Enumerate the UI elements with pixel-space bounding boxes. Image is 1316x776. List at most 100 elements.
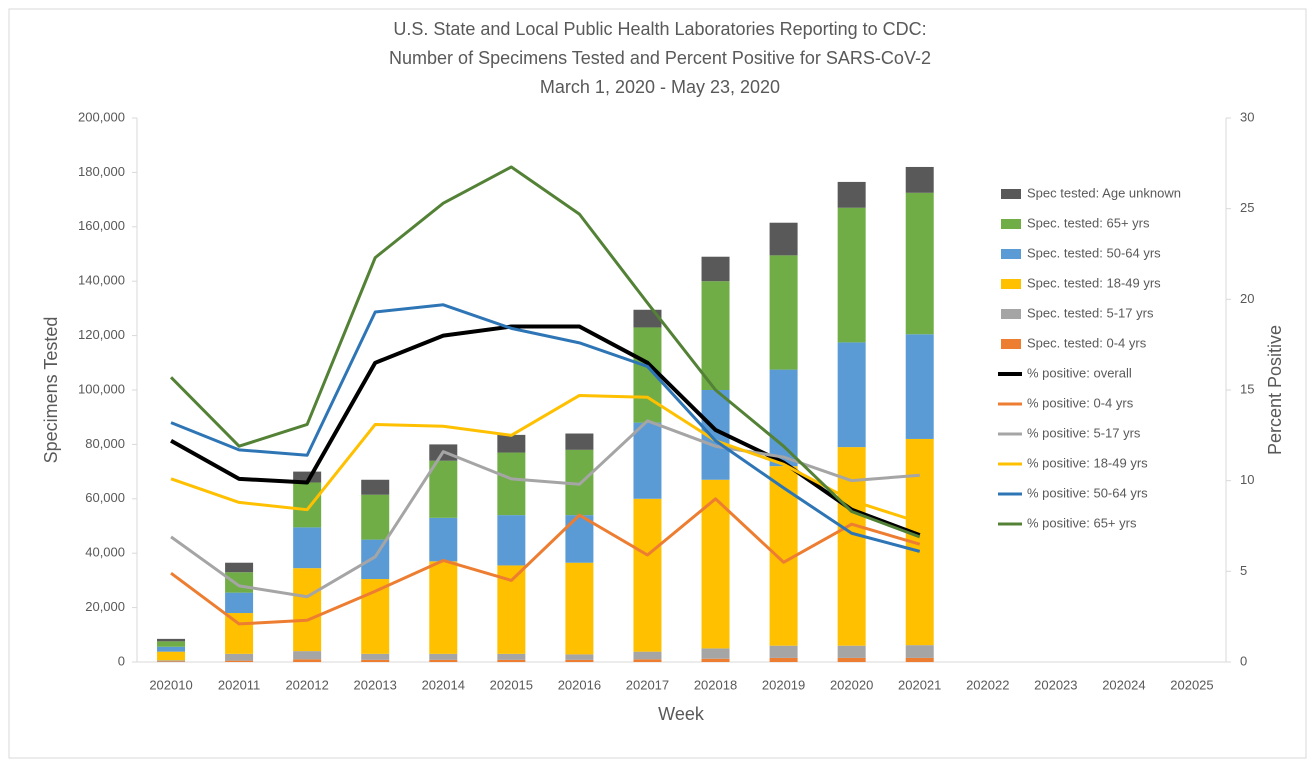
legend-label: % positive: 18-49 yrs: [1027, 455, 1148, 470]
legend-label: Spec tested: Age unknown: [1027, 185, 1181, 200]
bar-segment: [157, 638, 186, 642]
y-axis-label: Specimens Tested: [41, 317, 61, 464]
x-tick-label: 202019: [762, 677, 805, 692]
bar-segment: [225, 592, 254, 614]
bar-segment: [157, 646, 186, 652]
bar-segment: [429, 517, 458, 562]
y2-tick-label: 15: [1240, 381, 1254, 396]
y-tick-label: 60,000: [85, 490, 125, 505]
bar-segment: [361, 659, 390, 662]
bar-segment: [565, 659, 594, 662]
x-tick-label: 202011: [218, 677, 260, 692]
bar-segment: [905, 166, 934, 193]
bar-segment: [497, 659, 526, 662]
legend-swatch: [1001, 249, 1021, 259]
legend-label: Spec. tested: 18-49 yrs: [1027, 275, 1161, 290]
legend-label: % positive: 50-64 yrs: [1027, 485, 1148, 500]
bar-segment: [905, 192, 934, 335]
bar-segment: [225, 572, 254, 593]
bar-segment: [225, 613, 254, 654]
bar-segment: [293, 568, 322, 652]
bar-segment: [157, 641, 186, 647]
y-tick-label: 140,000: [78, 273, 125, 288]
bar-segment: [701, 658, 730, 662]
bar-segment: [701, 648, 730, 659]
bar-segment: [225, 653, 254, 661]
bar-segment: [769, 255, 798, 370]
y2-tick-label: 5: [1240, 563, 1247, 578]
x-tick-label: 202024: [1102, 677, 1145, 692]
legend-label: Spec. tested: 65+ yrs: [1027, 215, 1150, 230]
legend-swatch: [1001, 279, 1021, 289]
bar-segment: [837, 181, 866, 208]
x-tick-label: 202010: [149, 677, 192, 692]
legend-label: Spec. tested: 0-4 yrs: [1027, 335, 1147, 350]
chart-title: March 1, 2020 - May 23, 2020: [540, 77, 780, 97]
x-tick-label: 202013: [354, 677, 397, 692]
bar-segment: [429, 561, 458, 654]
bar-segment: [701, 256, 730, 282]
bar-segment: [361, 539, 390, 580]
y-tick-label: 100,000: [78, 381, 125, 396]
x-tick-label: 202025: [1170, 677, 1213, 692]
x-tick-label: 202021: [898, 677, 941, 692]
bar-segment: [497, 452, 526, 516]
bar-segment: [293, 651, 322, 660]
bar-segment: [429, 460, 458, 518]
bar-segment: [905, 334, 934, 439]
y2-tick-label: 25: [1240, 200, 1254, 215]
bar-segment: [157, 661, 186, 662]
bar-segment: [565, 433, 594, 450]
bar-segment: [497, 653, 526, 660]
line: [170, 497, 921, 626]
chart-title: Number of Specimens Tested and Percent P…: [389, 48, 931, 68]
bar-segment: [293, 482, 322, 528]
legend-label: Spec. tested: 50-64 yrs: [1027, 245, 1161, 260]
x-tick-label: 202016: [558, 677, 601, 692]
bar-segment: [565, 562, 594, 655]
line: [170, 303, 921, 553]
bar-segment: [293, 527, 322, 569]
bar-segment: [769, 645, 798, 658]
bar-segment: [769, 222, 798, 256]
y-tick-label: 40,000: [85, 545, 125, 560]
bar-segment: [225, 660, 254, 662]
legend-label: % positive: overall: [1027, 365, 1132, 380]
x-tick-label: 202018: [694, 677, 737, 692]
x-axis-label: Week: [658, 704, 705, 724]
legend-swatch: [1001, 339, 1021, 349]
x-tick-label: 202015: [490, 677, 533, 692]
y2-tick-label: 10: [1240, 472, 1254, 487]
bar-segment: [497, 434, 526, 453]
bar-segment: [565, 654, 594, 660]
legend-swatch: [1001, 189, 1021, 199]
x-tick-label: 202020: [830, 677, 873, 692]
legend-label: Spec. tested: 5-17 yrs: [1027, 305, 1154, 320]
bar-segment: [905, 657, 934, 662]
legend-label: % positive: 0-4 yrs: [1027, 395, 1134, 410]
line: [170, 393, 921, 524]
y2-tick-label: 20: [1240, 291, 1254, 306]
y2-tick-label: 30: [1240, 109, 1254, 124]
legend-label: % positive: 65+ yrs: [1027, 515, 1137, 530]
y-tick-label: 20,000: [85, 599, 125, 614]
y-tick-label: 120,000: [78, 327, 125, 342]
bar-segment: [633, 498, 662, 652]
legend-label: % positive: 5-17 yrs: [1027, 425, 1141, 440]
bar-segment: [361, 494, 390, 540]
bar-segment: [701, 281, 730, 390]
bar-segment: [293, 659, 322, 662]
bar-segment: [837, 207, 866, 343]
x-tick-label: 202014: [422, 677, 465, 692]
bar-segment: [837, 645, 866, 658]
y-tick-label: 200,000: [78, 109, 125, 124]
y-tick-label: 0: [118, 653, 125, 668]
line: [169, 165, 921, 539]
bar-segment: [633, 422, 662, 499]
chart-title: U.S. State and Local Public Health Labor…: [393, 19, 926, 39]
bar-segment: [633, 659, 662, 662]
legend-swatch: [1001, 219, 1021, 229]
bar-segment: [633, 309, 662, 328]
bar-segment: [157, 651, 186, 661]
